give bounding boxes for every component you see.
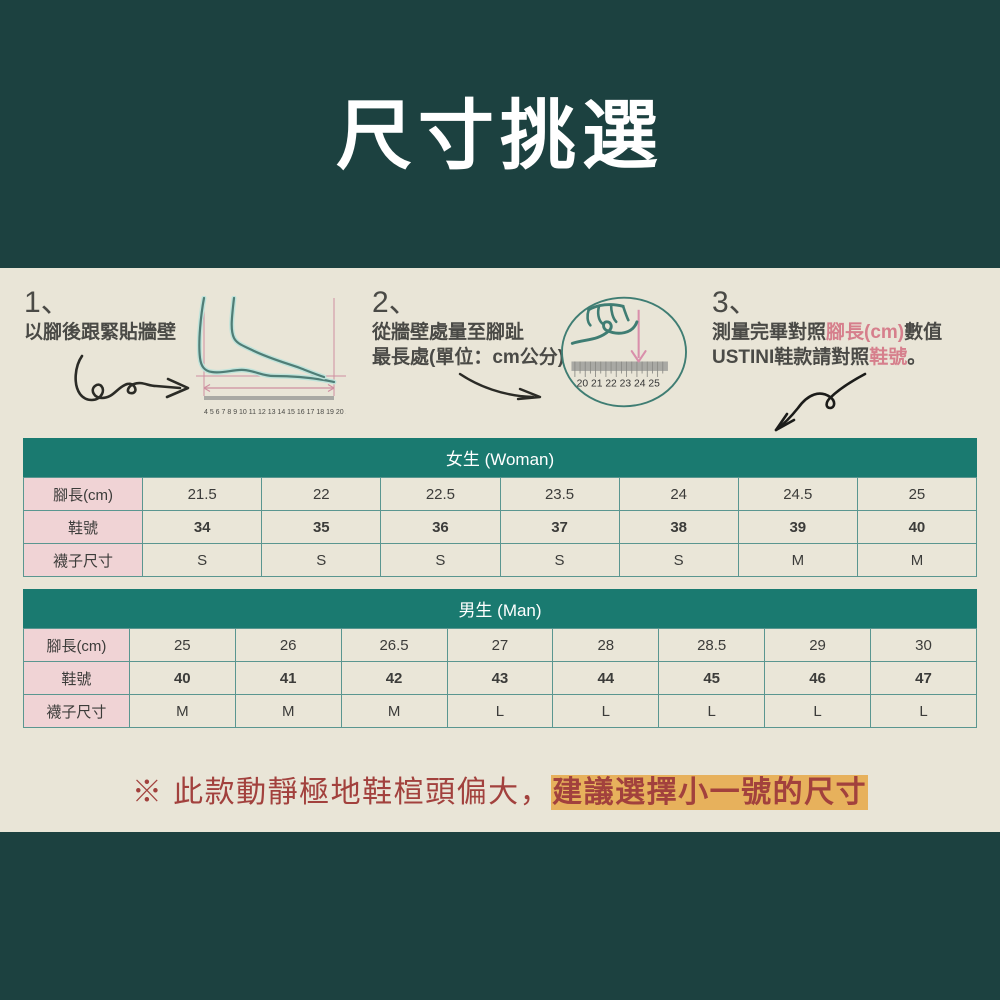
svg-text:20 21 22 23 24 25: 20 21 22 23 24 25: [577, 378, 661, 389]
svg-text:4 5 6 7 8 9 10 11 12 13 14 15: 4 5 6 7 8 9 10 11 12 13 14 15 16 17 18 1…: [204, 409, 346, 416]
